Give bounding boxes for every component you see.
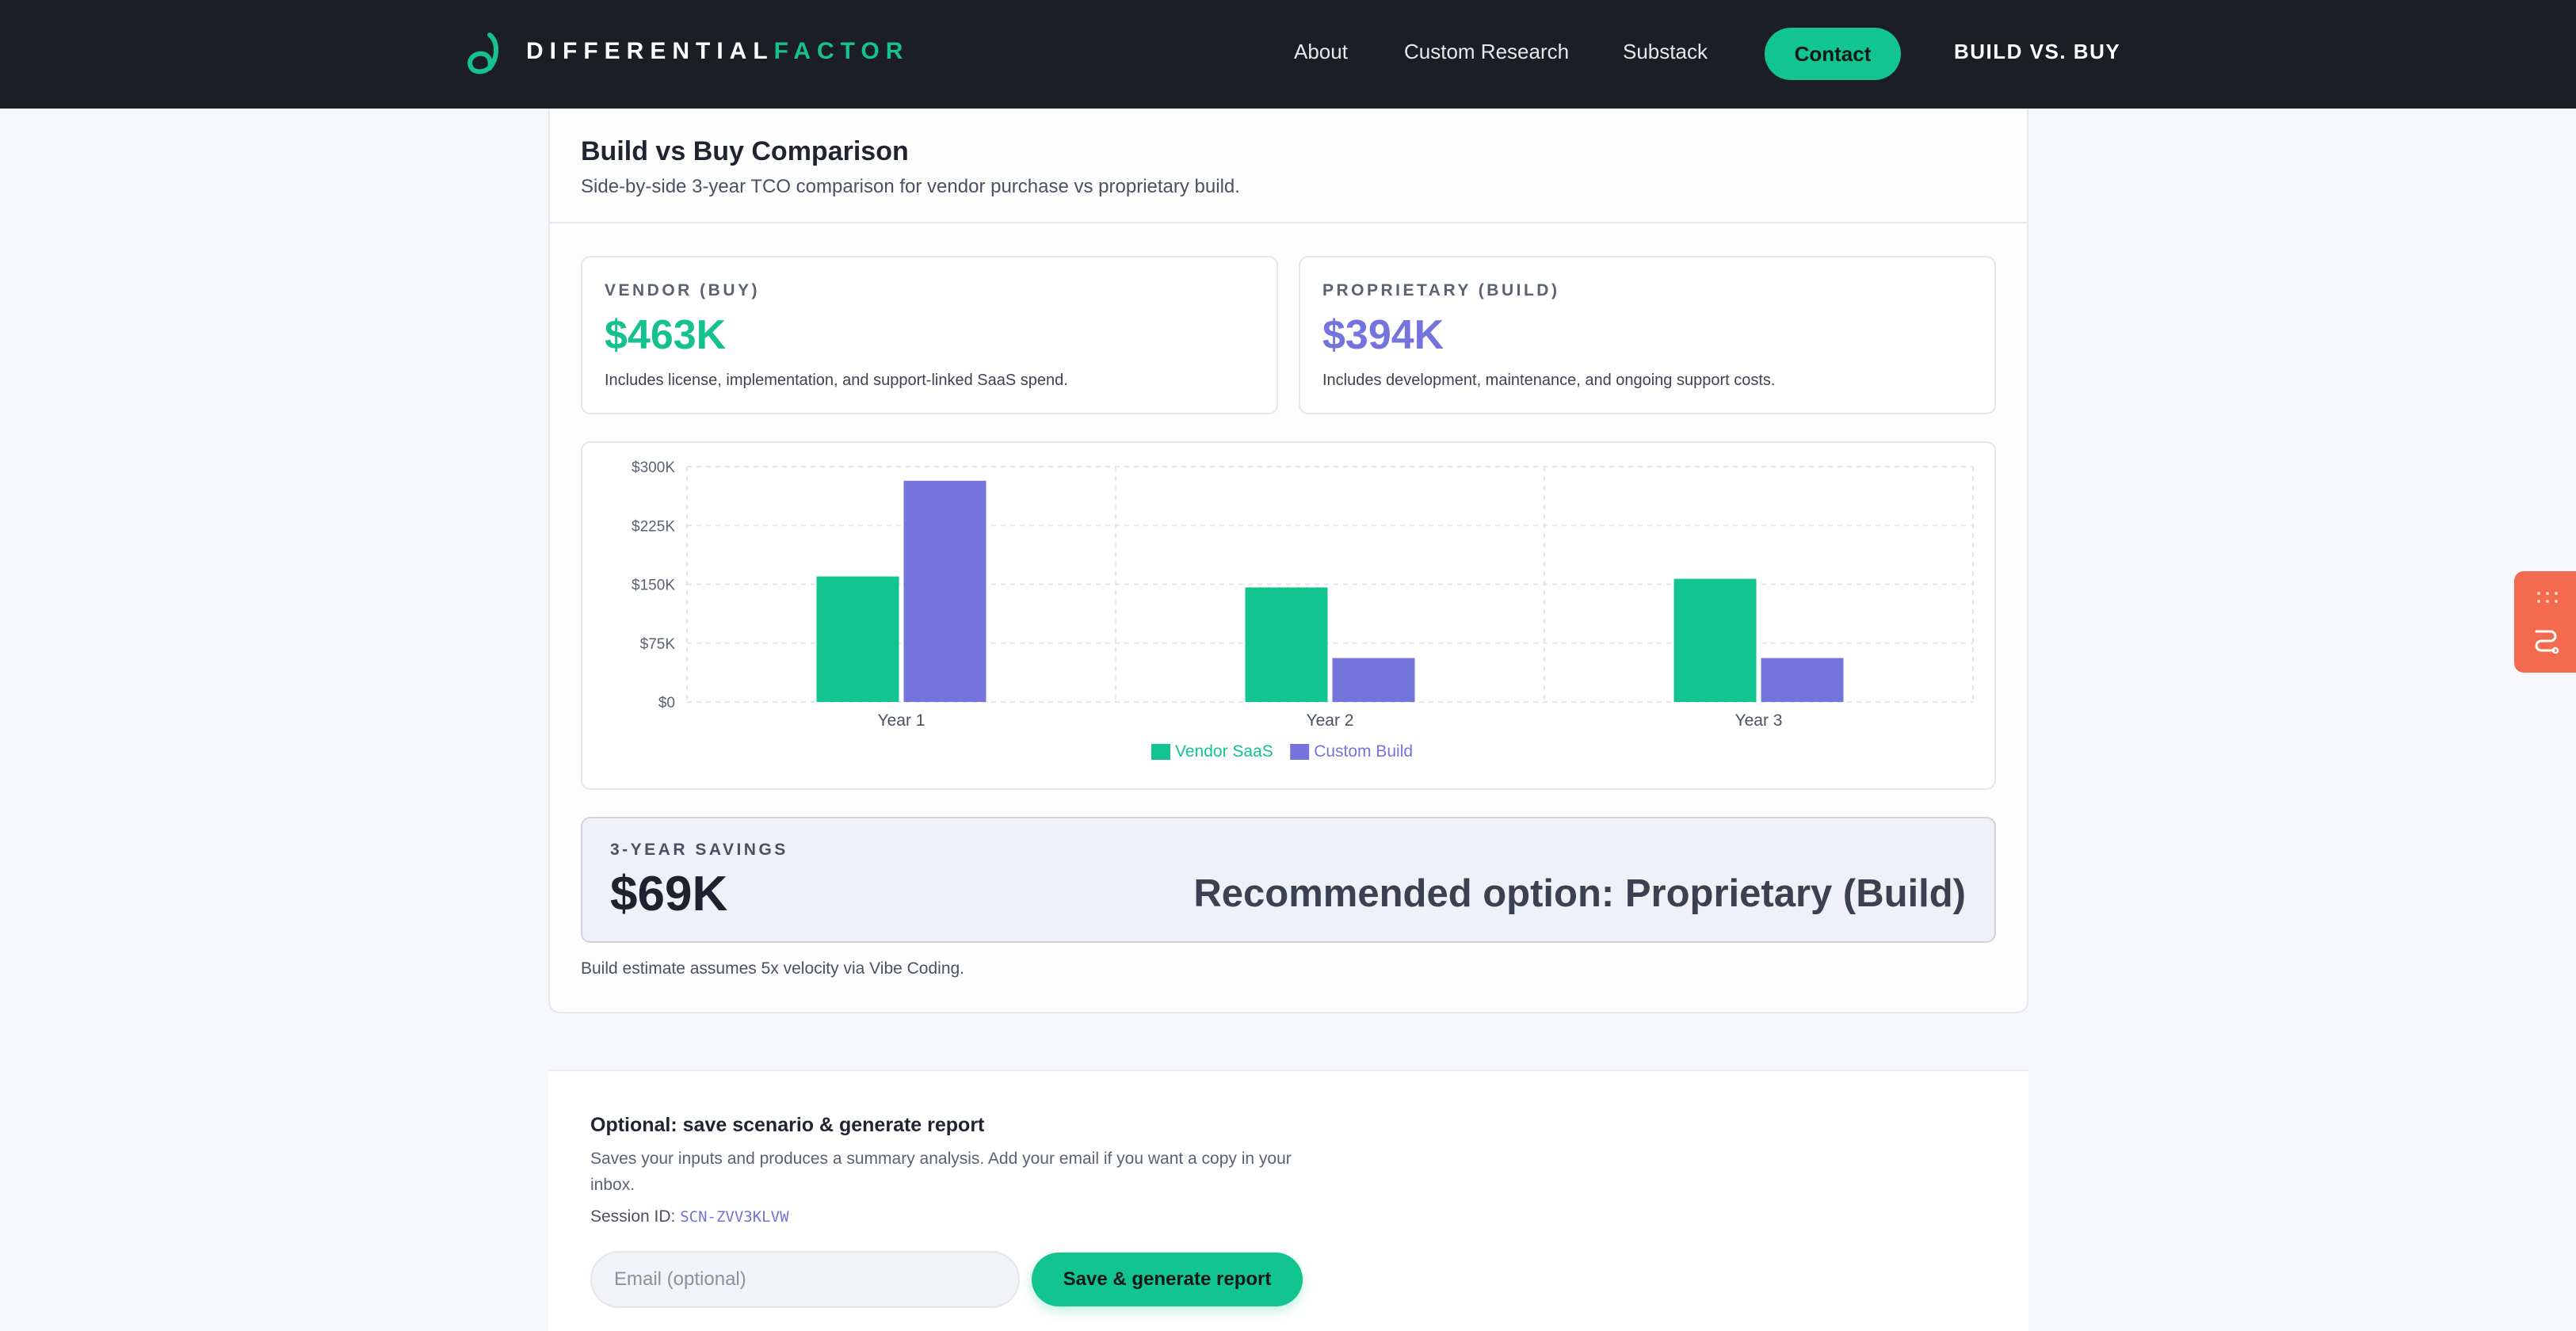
- route-icon[interactable]: [2532, 625, 2560, 654]
- vendor-stat-card: VENDOR (BUY) $463K Includes license, imp…: [581, 256, 1278, 414]
- top-navigation-bar: DIFFERENTIALFACTOR About Custom Research…: [0, 0, 2576, 109]
- tco-bar-chart: $0 $75K $150K $225K $300K Year 1 Year 2 Year 3 V…: [632, 460, 1974, 761]
- session-id: SCN-ZVV3KLVW: [680, 1208, 789, 1226]
- email-field[interactable]: [590, 1251, 1020, 1308]
- savings-value: $69K: [610, 867, 728, 921]
- brand-name-second: FACTOR: [773, 38, 910, 64]
- brand-logo-text[interactable]: DIFFERENTIALFACTOR: [526, 38, 909, 65]
- brand-name-first: DIFFERENTIAL: [526, 38, 774, 64]
- save-generate-report-button[interactable]: Save & generate report: [1032, 1253, 1303, 1306]
- y-tick-label: $300K: [632, 460, 675, 476]
- bar-build: [1332, 658, 1415, 702]
- build-estimate-footnote: Build estimate assumes 5x velocity via V…: [581, 959, 965, 978]
- vendor-stat-value: $463K: [605, 312, 727, 358]
- vendor-stat-label: VENDOR (BUY): [605, 281, 761, 299]
- comparison-title: Build vs Buy Comparison: [581, 136, 909, 166]
- y-tick-label: $0: [658, 695, 675, 711]
- nav-link-build-vs-buy[interactable]: BUILD VS. BUY: [1954, 40, 2121, 63]
- x-tick-label: Year 1: [878, 711, 925, 730]
- nav-link-about[interactable]: About: [1294, 40, 1348, 63]
- proprietary-stat-value: $394K: [1322, 312, 1444, 358]
- y-tick-label: $150K: [632, 578, 675, 594]
- bar-build: [903, 480, 987, 702]
- x-tick-label: Year 3: [1735, 711, 1783, 730]
- session-label: Session ID:: [590, 1207, 676, 1226]
- savings-label: 3-YEAR SAVINGS: [610, 841, 788, 859]
- nav-link-substack[interactable]: Substack: [1623, 40, 1708, 63]
- session-info: Session ID: SCN-ZVV3KLVW: [590, 1207, 789, 1226]
- bar-vendor: [1673, 578, 1757, 702]
- save-scenario-title: Optional: save scenario & generate repor…: [590, 1114, 985, 1136]
- proprietary-stat-description: Includes development, maintenance, and o…: [1322, 372, 1776, 389]
- nav-link-custom-research[interactable]: Custom Research: [1404, 40, 1570, 63]
- logo-mark-icon[interactable]: [466, 30, 501, 76]
- legend-label: Custom Build: [1314, 742, 1413, 761]
- proprietary-stat-card: PROPRIETARY (BUILD) $394K Includes devel…: [1299, 256, 1996, 414]
- floating-side-widget[interactable]: [2514, 571, 2576, 673]
- bar-build: [1761, 658, 1844, 702]
- bar-vendor: [816, 576, 899, 702]
- recommendation-text: Recommended option: Proprietary (Build): [1193, 872, 1966, 915]
- savings-panel: 3-YEAR SAVINGS $69K Recommended option: …: [581, 817, 1996, 943]
- proprietary-stat-label: PROPRIETARY (BUILD): [1322, 281, 1560, 299]
- legend-swatch: [1151, 744, 1170, 760]
- tco-chart-panel: $0 $75K $150K $225K $300K Year 1 Year 2 Year 3 V…: [581, 441, 1996, 790]
- comparison-subtitle: Side-by-side 3-year TCO comparison for v…: [581, 176, 1240, 197]
- x-tick-label: Year 2: [1307, 711, 1354, 730]
- y-tick-label: $225K: [632, 518, 675, 535]
- bar-vendor: [1245, 587, 1328, 702]
- legend-label: Vendor SaaS: [1175, 742, 1273, 761]
- y-tick-label: $75K: [640, 636, 676, 653]
- dots-grid-icon[interactable]: [2536, 591, 2559, 604]
- vendor-stat-description: Includes license, implementation, and su…: [605, 372, 1068, 389]
- contact-button[interactable]: Contact: [1765, 28, 1901, 80]
- save-scenario-description: Saves your inputs and produces a summary…: [590, 1150, 1292, 1194]
- legend-swatch: [1290, 744, 1310, 760]
- card-divider: [550, 222, 2027, 223]
